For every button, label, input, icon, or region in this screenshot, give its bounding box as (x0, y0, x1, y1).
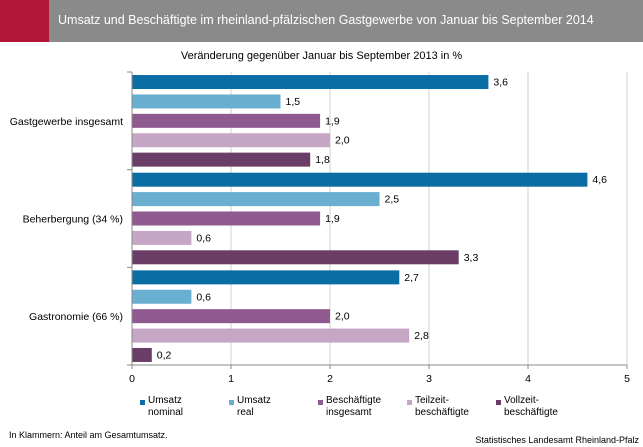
x-tick-label: 1 (228, 373, 234, 385)
legend-label: Vollzeit- beschäftigte (504, 395, 558, 418)
bar (132, 94, 281, 109)
header-accent (0, 0, 49, 42)
legend-item: Beschäftigte insgesamt (318, 395, 398, 425)
bar (132, 75, 489, 90)
bar-value-label: 2,5 (385, 194, 400, 206)
bar (132, 230, 192, 245)
bar-value-label: 0,6 (196, 291, 211, 303)
bar (132, 309, 330, 324)
legend-label: Teilzeit- beschäftigte (415, 395, 469, 418)
bar-value-label: 3,6 (493, 77, 508, 89)
bar (132, 211, 321, 226)
bar-value-label: 3,3 (464, 252, 479, 264)
bar-value-label: 1,5 (286, 96, 301, 108)
bar-value-label: 0,2 (157, 349, 172, 361)
legend-swatch (140, 400, 145, 405)
bar (132, 347, 152, 362)
legend-label: Beschäftigte insgesamt (326, 395, 382, 418)
legend-label: Umsatz real (237, 395, 271, 418)
bar (132, 133, 330, 148)
legend-item: Vollzeit- beschäftigte (496, 395, 576, 425)
category-label: Gastronomie (66 %) (29, 311, 123, 323)
bar (132, 289, 192, 304)
x-tick-label: 4 (525, 373, 531, 385)
bar (132, 113, 321, 128)
bar-value-label: 2,7 (404, 272, 419, 284)
bar-value-label: 2,0 (335, 311, 350, 323)
x-tick-label: 5 (624, 373, 630, 385)
bar (132, 152, 311, 167)
category-label: Gastgewerbe insgesamt (10, 116, 123, 128)
bar (132, 172, 588, 187)
x-tick-label: 0 (129, 373, 135, 385)
legend-swatch (318, 400, 323, 405)
footnote: In Klammern: Anteil am Gesamtumsatz. (9, 430, 168, 440)
x-tick-label: 2 (327, 373, 333, 385)
bar (132, 250, 459, 265)
legend-item: Umsatz real (229, 395, 309, 425)
legend-item: Umsatz nominal (140, 395, 220, 425)
category-label: Beherbergung (34 %) (23, 214, 123, 226)
bar-value-label: 0,6 (196, 232, 211, 244)
bar (132, 192, 380, 207)
legend-swatch (229, 400, 234, 405)
bar (132, 328, 410, 343)
bar-value-label: 4,6 (592, 174, 607, 186)
bar (132, 270, 400, 285)
bar-value-label: 2,8 (414, 330, 429, 342)
source-credit: Statistisches Landesamt Rheinland-Pfalz (475, 435, 639, 445)
bar-value-label: 1,9 (325, 115, 340, 127)
bar-value-label: 2,0 (335, 135, 350, 147)
legend-swatch (407, 400, 412, 405)
x-tick-label: 3 (426, 373, 432, 385)
chart-title: Umsatz und Beschäftigte im rheinland-pfä… (58, 13, 594, 27)
legend-label: Umsatz nominal (148, 395, 184, 418)
bar-value-label: 1,9 (325, 213, 340, 225)
header-bar: Umsatz und Beschäftigte im rheinland-pfä… (0, 0, 643, 42)
legend-item: Teilzeit- beschäftigte (407, 395, 487, 425)
chart-subtitle: Veränderung gegenüber Januar bis Septemb… (180, 50, 463, 62)
bar-value-label: 1,8 (315, 154, 330, 166)
legend-swatch (496, 400, 501, 405)
